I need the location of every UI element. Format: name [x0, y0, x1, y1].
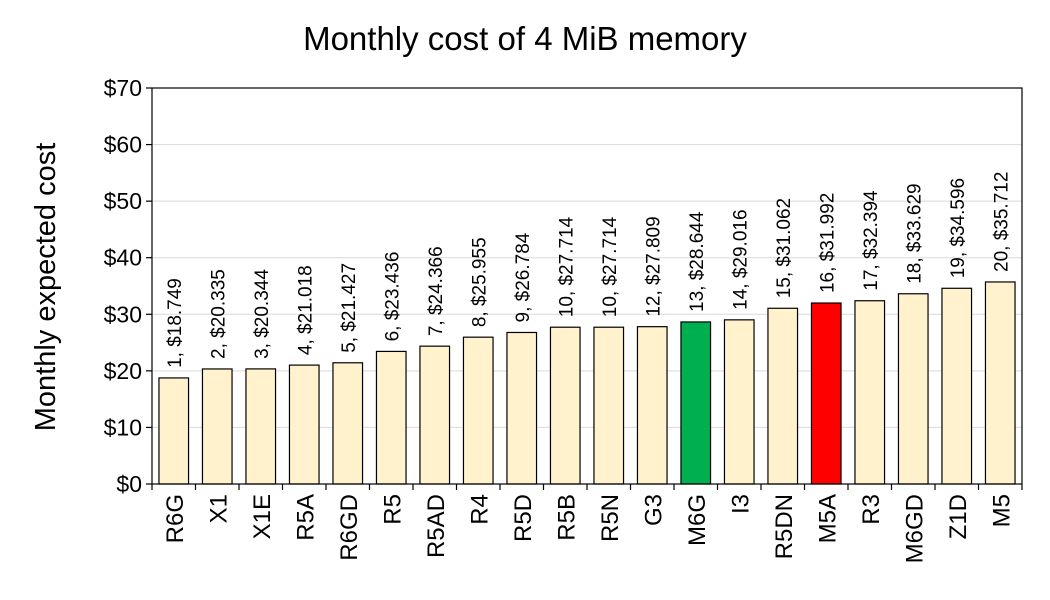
x-tick-label: R5 [379, 494, 406, 525]
data-label: 15, $31.062 [774, 198, 795, 298]
x-tick-label: G3 [640, 494, 667, 526]
x-tick-label: M6G [684, 494, 711, 546]
bar-g3 [636, 326, 668, 485]
data-label: 4, $21.018 [295, 265, 316, 355]
x-tick-label: R6G [162, 494, 189, 543]
data-label: 1, $18.749 [165, 278, 186, 368]
bar-r5ad [419, 345, 451, 485]
bar-r5d [506, 331, 538, 485]
bar-r5dn [767, 307, 799, 485]
bar-m5 [984, 281, 1016, 485]
x-tick-label: R5D [510, 494, 537, 542]
bar-r6gd [332, 362, 364, 485]
x-tick-label: R4 [466, 494, 493, 525]
x-tick-label: I3 [727, 494, 754, 514]
bar-r5 [375, 350, 407, 485]
x-tick-label: X1 [205, 494, 232, 523]
y-tick-label: $40 [104, 245, 142, 271]
y-tick-label: $10 [104, 414, 142, 440]
y-tick-label: $60 [104, 132, 142, 158]
bars [158, 281, 1016, 485]
data-label: 17, $32.394 [861, 190, 882, 291]
x-tick-label: R5AD [423, 494, 450, 558]
data-label: 8, $25.955 [469, 237, 490, 327]
gridlines [152, 144, 1022, 428]
x-tick-label: R5N [597, 494, 624, 542]
data-label: 5, $21.427 [339, 263, 360, 353]
bar-m6g [680, 321, 712, 485]
bar-i3 [723, 319, 755, 485]
bar-m6gd [897, 293, 929, 485]
y-axis-ticks: $0 $10 $20 $30 $40 $50 $60 $70 [104, 75, 152, 497]
data-label: 13, $28.644 [687, 211, 708, 312]
bar-r4 [462, 336, 494, 485]
x-tick-label: R6GD [336, 494, 363, 561]
x-tick-label: R3 [858, 494, 885, 525]
data-label: 7, $24.366 [426, 246, 447, 336]
x-tick-label: R5B [553, 494, 580, 541]
data-label: 9, $26.784 [513, 232, 534, 322]
bar-r5a [288, 364, 320, 485]
data-labels: 1, $18.749 2, $20.335 3, $20.344 4, $21.018… [165, 172, 1013, 368]
data-label: 16, $31.992 [817, 193, 838, 293]
bar-r3 [854, 300, 886, 485]
bar-x1 [201, 368, 233, 485]
data-label: 2, $20.335 [208, 269, 229, 359]
data-label: 20, $35.712 [991, 172, 1012, 272]
x-tick-label: M6GD [901, 494, 928, 563]
y-tick-label: $20 [104, 358, 142, 384]
y-tick-label: $70 [104, 75, 142, 101]
y-axis-label: Monthly expected cost [30, 143, 62, 432]
data-label: 14, $29.016 [730, 209, 751, 309]
bar-x1e [245, 368, 277, 485]
x-tick-label: X1E [249, 494, 276, 539]
x-tick-label: M5 [988, 494, 1015, 527]
data-label: 10, $27.714 [600, 216, 621, 317]
chart-title: Monthly cost of 4 MiB memory [303, 20, 747, 57]
x-tick-label: R5DN [771, 494, 798, 559]
bar-r5n [593, 326, 625, 485]
x-axis-ticks: R6G X1 X1E R5A R6GD R5 R5AD R4 R5D R5B R5N G3 M6G I3 R… [151, 484, 1023, 563]
bar-z1d [941, 287, 973, 485]
bar-r5b [549, 326, 581, 485]
data-label: 10, $27.714 [556, 216, 577, 317]
bar-r6g [158, 377, 190, 485]
x-tick-label: Z1D [945, 494, 972, 539]
data-label: 3, $20.344 [252, 269, 273, 359]
y-tick-label: $0 [116, 471, 142, 497]
data-label: 19, $34.596 [948, 178, 969, 278]
y-tick-label: $30 [104, 301, 142, 327]
data-label: 12, $27.809 [643, 216, 664, 316]
x-tick-label: M5A [814, 494, 841, 543]
data-label: 18, $33.629 [904, 183, 925, 283]
bar-m5a [810, 302, 842, 485]
data-label: 6, $23.436 [382, 252, 403, 342]
x-tick-label: R5A [292, 494, 319, 541]
y-tick-label: $50 [104, 188, 142, 214]
plot-area-frame [151, 87, 1023, 485]
